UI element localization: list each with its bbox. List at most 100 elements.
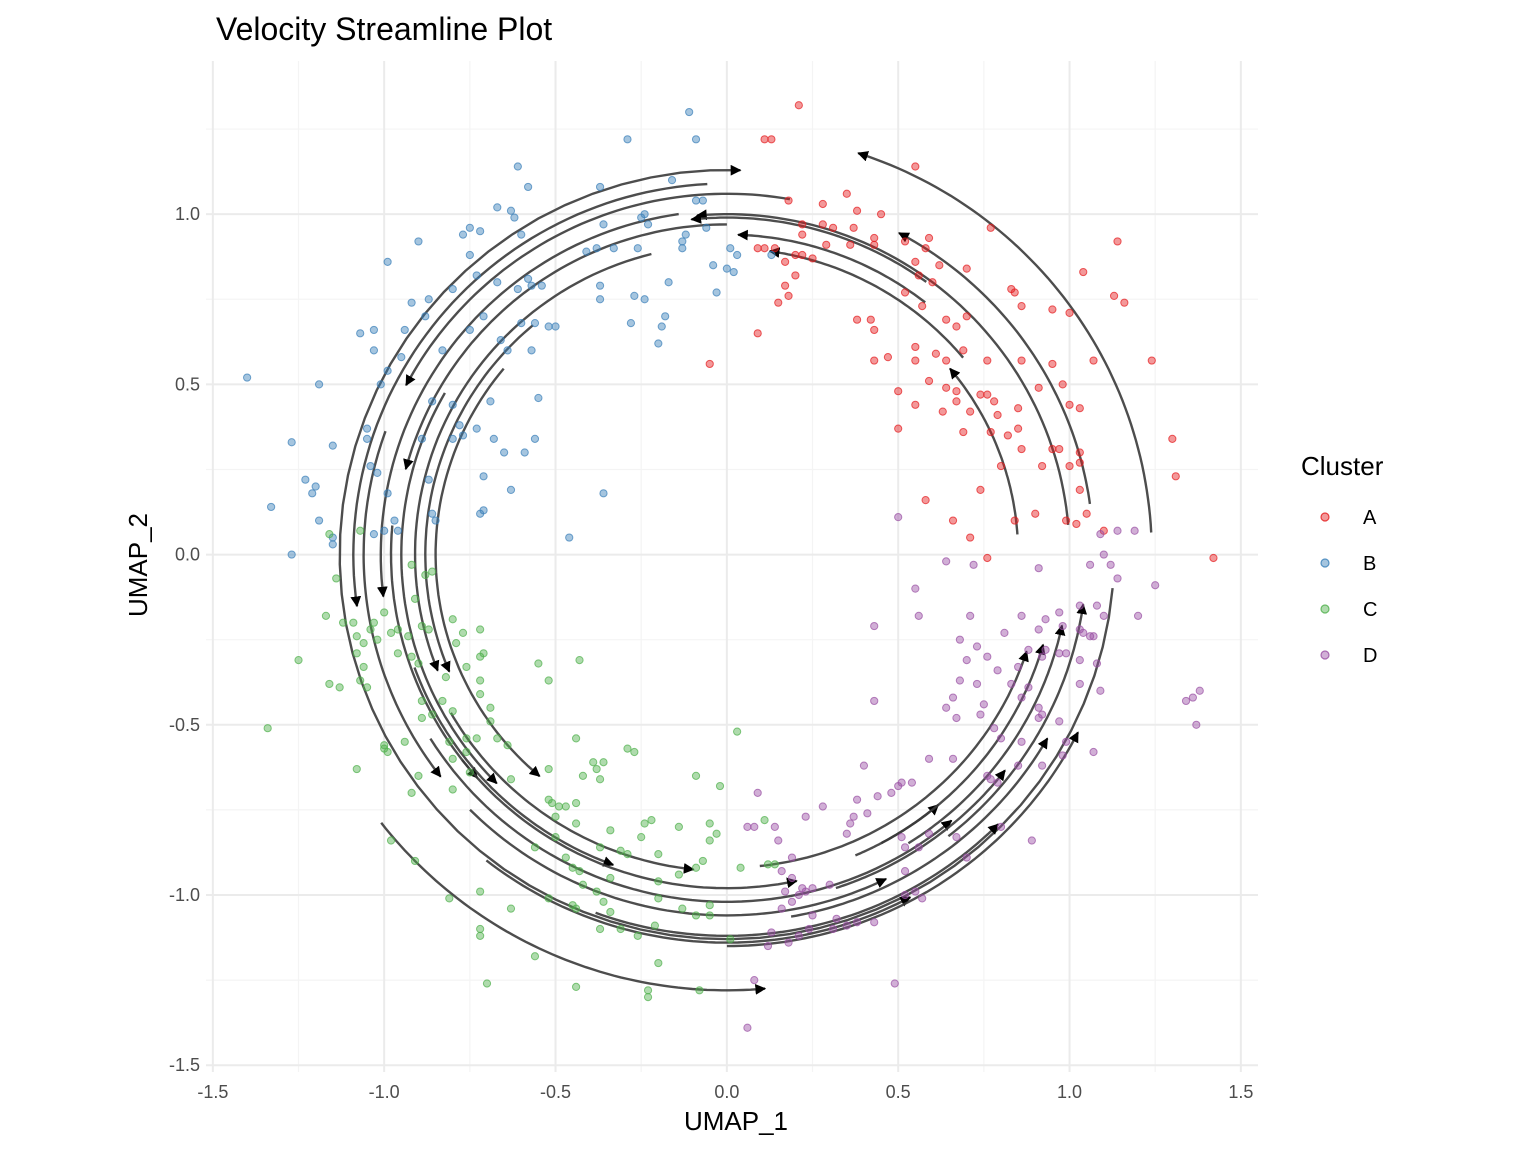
point-cluster-B	[506, 206, 516, 215]
point-cluster-C	[400, 737, 409, 746]
point-cluster-C	[654, 877, 663, 886]
point-cluster-A	[784, 196, 793, 205]
point-cluster-C	[770, 860, 779, 869]
point-cluster-B	[476, 227, 485, 236]
x-tick-label: 1.5	[1228, 1082, 1253, 1102]
velocity-streamline	[389, 525, 479, 779]
point-cluster-D	[1007, 679, 1016, 689]
point-cluster-B	[698, 196, 707, 205]
point-cluster-D	[870, 696, 879, 706]
point-cluster-D	[1034, 625, 1043, 634]
point-cluster-C	[373, 635, 382, 644]
point-cluster-A	[1010, 516, 1019, 525]
point-cluster-C	[476, 676, 485, 685]
point-cluster-D	[1192, 720, 1201, 729]
point-cluster-D	[911, 887, 920, 896]
point-cluster-A	[870, 325, 879, 335]
point-cluster-C	[479, 649, 488, 658]
velocity-streamline	[947, 603, 1088, 838]
point-cluster-C	[414, 771, 423, 780]
point-cluster-A	[822, 240, 831, 249]
point-cluster-B	[493, 278, 502, 287]
point-cluster-A	[1082, 509, 1091, 518]
y-tick-label: -1.0	[169, 885, 200, 905]
point-cluster-D	[825, 880, 834, 889]
point-cluster-C	[551, 812, 560, 821]
point-cluster-D	[770, 822, 779, 832]
legend-key-D	[1320, 650, 1330, 660]
point-cluster-D	[1055, 608, 1064, 617]
point-cluster-C	[335, 683, 344, 692]
point-cluster-D	[1041, 645, 1050, 654]
legend-label-D: D	[1363, 645, 1377, 667]
point-cluster-D	[900, 843, 910, 852]
point-cluster-C	[462, 747, 471, 757]
point-cluster-C	[352, 764, 361, 774]
point-cluster-C	[452, 638, 461, 648]
point-cluster-A	[1055, 444, 1064, 454]
point-cluster-C	[578, 771, 588, 780]
x-axis-title: UMAP_1	[684, 1106, 788, 1136]
velocity-streamline	[595, 823, 1000, 937]
point-cluster-A	[1017, 356, 1026, 365]
point-cluster-D	[1017, 693, 1026, 702]
point-cluster-C	[547, 798, 557, 808]
point-cluster-D	[1075, 679, 1084, 689]
point-cluster-B	[722, 264, 731, 273]
point-cluster-C	[448, 754, 457, 763]
point-cluster-C	[763, 860, 773, 869]
point-cluster-D	[1038, 761, 1047, 770]
point-cluster-C	[462, 662, 471, 672]
point-cluster-A	[870, 240, 879, 249]
point-cluster-C	[380, 608, 389, 617]
point-cluster-B	[657, 322, 666, 331]
point-cluster-D	[852, 918, 862, 927]
point-cluster-A	[1003, 431, 1012, 440]
point-cluster-C	[595, 924, 605, 934]
point-cluster-A	[818, 220, 827, 229]
point-cluster-C	[595, 775, 605, 784]
point-cluster-B	[373, 468, 382, 477]
point-cluster-D	[996, 734, 1006, 743]
point-cluster-D	[894, 513, 903, 522]
point-cluster-A	[753, 244, 762, 253]
point-cluster-B	[448, 400, 457, 409]
point-cluster-A	[931, 349, 940, 358]
velocity-streamline	[898, 231, 1092, 505]
point-cluster-A	[753, 329, 762, 338]
point-cluster-C	[356, 676, 365, 685]
point-cluster-C	[482, 979, 492, 988]
point-cluster-B	[565, 533, 574, 542]
point-cluster-D	[787, 853, 797, 862]
point-cluster-D	[1113, 574, 1122, 583]
point-cluster-A	[1048, 305, 1057, 314]
velocity-streamline	[413, 252, 652, 672]
point-cluster-D	[955, 635, 964, 644]
point-cluster-B	[407, 298, 416, 307]
point-cluster-C	[448, 615, 457, 624]
point-cluster-C	[705, 901, 714, 910]
point-cluster-D	[924, 754, 934, 763]
point-cluster-A	[914, 271, 923, 280]
point-cluster-B	[527, 346, 536, 355]
velocity-streamline	[424, 324, 534, 673]
point-cluster-C	[428, 710, 437, 719]
point-cluster-B	[458, 230, 468, 239]
point-cluster-D	[842, 921, 851, 930]
point-cluster-B	[479, 472, 488, 481]
streamline-layer	[338, 151, 1153, 995]
point-cluster-D	[1130, 526, 1139, 535]
point-cluster-D	[976, 710, 985, 719]
velocity-streamline	[857, 151, 1153, 533]
velocity-streamline	[376, 212, 679, 598]
velocity-streamline	[405, 192, 791, 387]
point-cluster-B	[643, 220, 653, 229]
point-cluster-C	[359, 662, 368, 672]
point-cluster-C	[476, 690, 485, 699]
point-cluster-D	[1133, 611, 1143, 620]
velocity-streamline	[737, 229, 926, 304]
point-cluster-C	[616, 846, 625, 855]
point-cluster-C	[414, 659, 423, 668]
point-cluster-C	[476, 625, 485, 634]
point-cluster-C	[674, 870, 683, 879]
